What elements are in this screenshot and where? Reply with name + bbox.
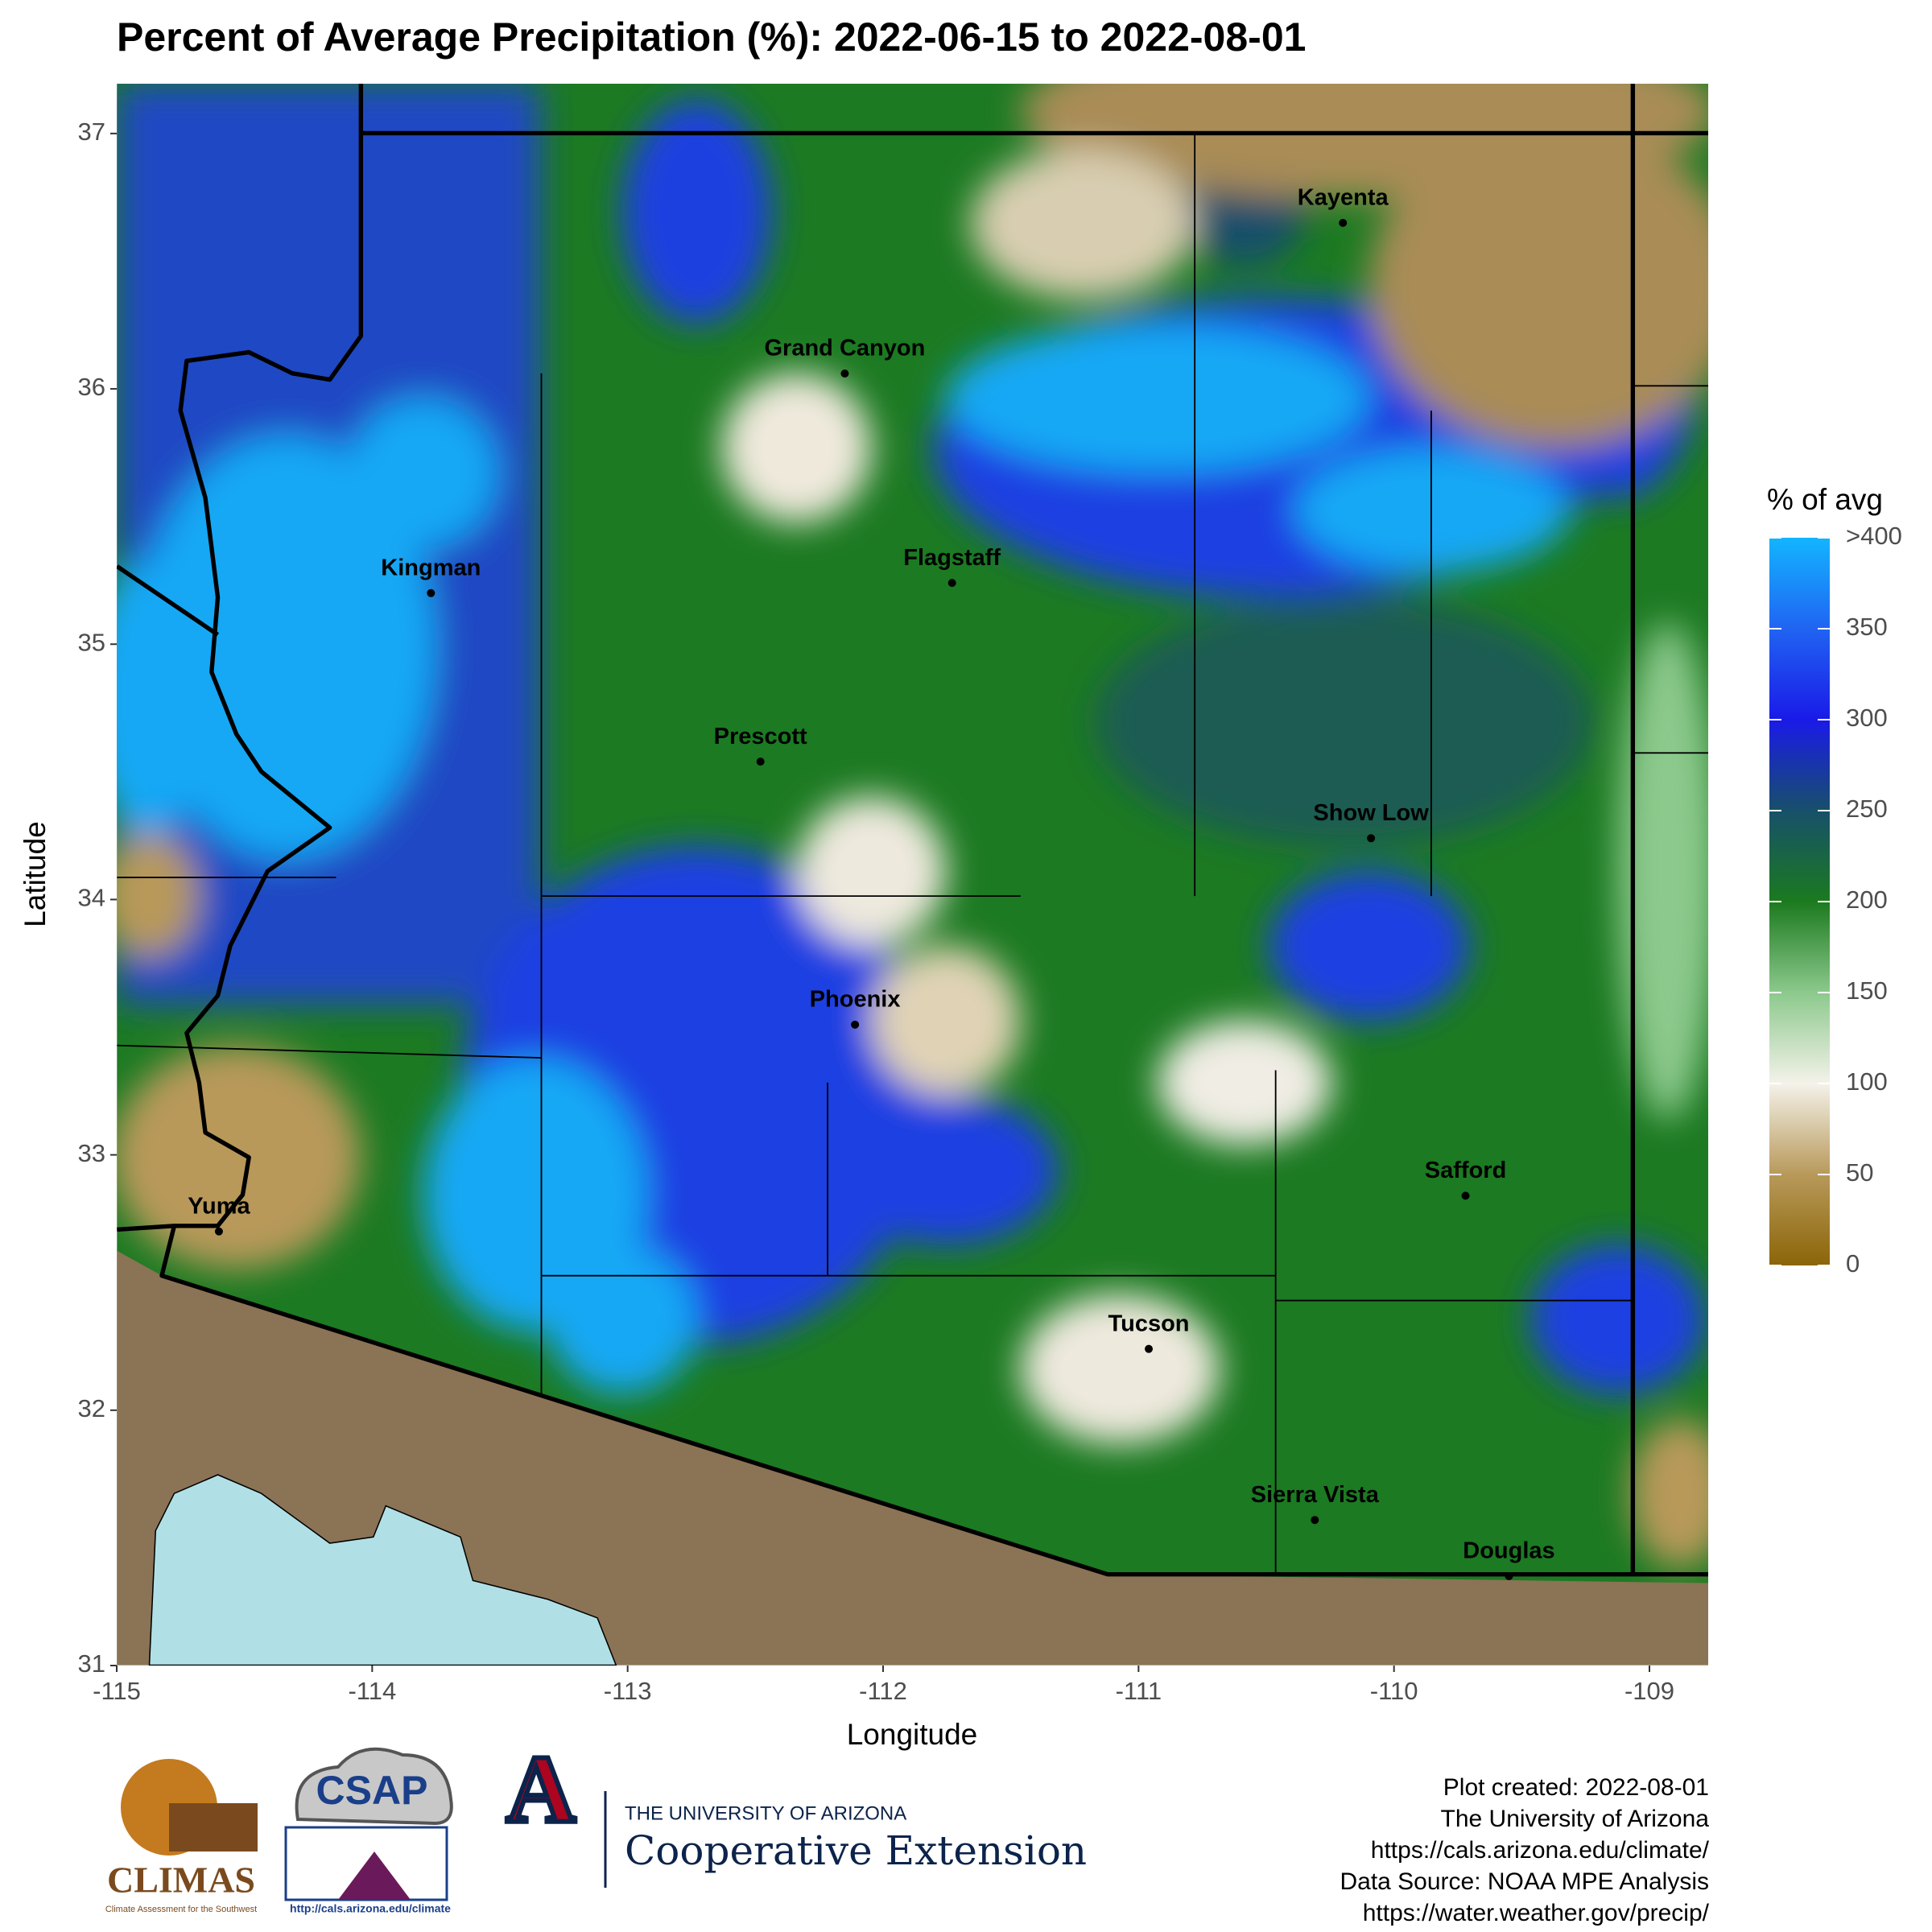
legend-tick-label: 350 (1846, 613, 1888, 641)
legend-tick-label: 100 (1846, 1067, 1888, 1096)
csap-url: http://cals.arizona.edu/climate (290, 1902, 451, 1915)
city-dot (947, 579, 956, 588)
city-label: Sierra Vista (1251, 1482, 1380, 1508)
y-tick-label: 36 (78, 373, 105, 401)
city-label: Safford (1425, 1158, 1507, 1183)
x-tick-label: -115 (93, 1677, 141, 1705)
climas-subtitle: Climate Assessment for the Southwest (105, 1905, 257, 1914)
x-tick-label: -114 (348, 1677, 396, 1705)
city-label: Douglas (1463, 1538, 1554, 1564)
ua-name: THE UNIVERSITY OF ARIZONA (625, 1802, 906, 1824)
legend-tick-label: >400 (1846, 522, 1902, 550)
city-label: Prescott (714, 724, 807, 749)
footer-line: Data Source: NOAA MPE Analysis (1340, 1868, 1709, 1895)
legend-tick-label: 0 (1846, 1249, 1860, 1278)
legend-tick-label: 250 (1846, 795, 1888, 823)
y-tick-label: 32 (78, 1394, 105, 1422)
city-dot (1367, 834, 1376, 843)
ua-unit: Cooperative Extension (625, 1827, 1087, 1874)
city-dot (851, 1020, 860, 1029)
footer-line: https://cals.arizona.edu/climate/ (1371, 1837, 1710, 1864)
precip-field (117, 84, 1708, 1666)
y-axis-label: Latitude (19, 821, 52, 927)
city-label: Flagstaff (903, 545, 1001, 571)
footer-line: https://water.weather.gov/precip/ (1363, 1900, 1710, 1926)
city-label: Gal (1707, 465, 1745, 491)
x-tick-label: -113 (604, 1677, 652, 1705)
footer-line: Plot created: 2022-08-01 (1443, 1774, 1709, 1801)
city-dot (214, 1227, 223, 1236)
city-label: Grand Canyon (764, 336, 925, 361)
y-tick-label: 31 (78, 1649, 105, 1678)
city-dot (1145, 1344, 1154, 1353)
legend-tick-label: 50 (1846, 1158, 1873, 1187)
city-dot (1722, 500, 1730, 508)
legend-tick-label: 150 (1846, 976, 1888, 1005)
ua-mark: A (506, 1736, 576, 1843)
y-tick-label: 35 (78, 628, 105, 656)
x-tick-label: -111 (1116, 1677, 1162, 1705)
y-tick-label: 34 (78, 884, 105, 912)
x-tick-label: -110 (1370, 1677, 1418, 1705)
city-label: Tucson (1108, 1311, 1190, 1336)
csap-mountain (338, 1852, 411, 1900)
chart-title: Percent of Average Precipitation (%): 20… (117, 14, 1306, 60)
x-tick-label: -109 (1624, 1677, 1674, 1705)
y-tick-label: 33 (78, 1139, 105, 1167)
city-label: Phoenix (810, 987, 901, 1013)
city-dot (1505, 1571, 1513, 1580)
city-dot (840, 369, 849, 378)
city-dot (427, 588, 436, 597)
climas-icon (169, 1803, 258, 1852)
footer-line: The University of Arizona (1441, 1806, 1710, 1832)
legend-tick-label: 200 (1846, 886, 1888, 914)
climas-name: CLIMAS (107, 1860, 255, 1901)
city-dot (1461, 1191, 1470, 1200)
y-tick-label: 37 (78, 118, 105, 146)
city-label: Kingman (381, 555, 481, 580)
csap-name: CSAP (316, 1768, 428, 1813)
city-dot (1339, 218, 1348, 227)
city-dot (756, 758, 765, 766)
logos: CLIMAS Climate Assessment for the Southw… (105, 1733, 1087, 1915)
x-axis-label: Longitude (847, 1718, 978, 1751)
map-layer (117, 84, 1708, 1666)
city-label: Show Low (1313, 800, 1429, 826)
city-dot (1311, 1516, 1319, 1525)
legend-title: % of avg (1767, 483, 1883, 516)
legend-tick-label: 300 (1846, 704, 1888, 732)
city-label: Yuma (188, 1193, 250, 1219)
csap-cloud (295, 1747, 453, 1826)
city-label: Kayenta (1298, 185, 1389, 211)
city-layer: Kayenta Grand Canyon Kingman Flagstaff Presc… (188, 185, 1745, 1580)
x-tick-label: -112 (859, 1677, 907, 1705)
